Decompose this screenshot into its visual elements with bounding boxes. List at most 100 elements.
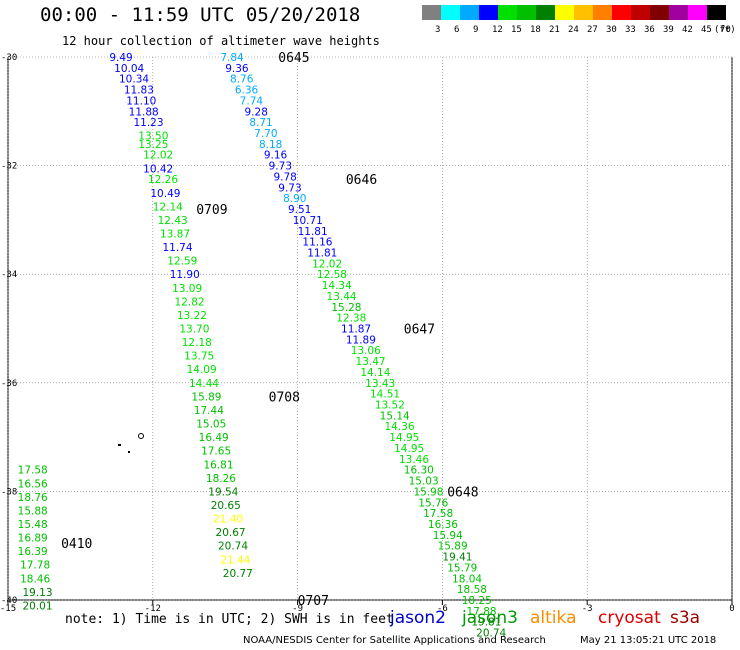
- swh-value-label: 15.98: [413, 486, 443, 498]
- swh-value-label: 13.50: [138, 131, 168, 143]
- swh-value-label: 11.23: [133, 117, 163, 129]
- swh-value-label: 15.03: [409, 476, 439, 488]
- swh-value-label: 18.58: [457, 584, 487, 596]
- swh-value-label: 12.38: [336, 313, 366, 325]
- swh-value-label: 16.81: [203, 459, 233, 471]
- swh-value-label: 11.88: [129, 106, 159, 118]
- swh-value-label: 13.43: [365, 378, 395, 390]
- colorbar-label: 9: [473, 25, 479, 35]
- colorbar-swatch: [555, 5, 574, 20]
- island-shape: [138, 433, 144, 439]
- track-time-label: 0707: [298, 594, 329, 609]
- colorbar-label: 27: [587, 25, 598, 35]
- x-tick-label: -15: [0, 604, 16, 614]
- swh-value-label: 20.67: [216, 527, 246, 539]
- colorbar-unit: (ft): [714, 25, 736, 35]
- colorbar-swatch: [441, 5, 460, 20]
- swh-value-label: 20.77: [223, 568, 253, 580]
- swh-value-label: 17.88: [467, 606, 497, 618]
- swh-value-label: 6.36: [235, 85, 259, 97]
- colorbar-label: 24: [568, 25, 579, 35]
- y-tick-label: -34: [1, 270, 17, 280]
- x-tick-label: -6: [437, 604, 448, 614]
- y-tick-label: -30: [1, 53, 17, 63]
- swh-value-label: 14.44: [189, 378, 219, 390]
- swh-value-label: 20.01: [22, 600, 52, 612]
- colorbar-swatch: [612, 5, 631, 20]
- swh-value-label: 12.58: [317, 269, 347, 281]
- colorbar-label: 15: [511, 25, 522, 35]
- swh-value-label: 11.87: [341, 324, 371, 336]
- swh-value-label: 15.76: [418, 497, 448, 509]
- swh-value-label: 13.52: [375, 400, 405, 412]
- swh-value-label: 15.05: [196, 419, 226, 431]
- colorbar-swatch: [517, 5, 536, 20]
- swh-value-label: 9.51: [288, 204, 311, 216]
- swh-value-label: 18.04: [452, 573, 482, 585]
- swh-value-label: 16.36: [428, 519, 458, 531]
- swh-value-label: 15.89: [191, 391, 221, 403]
- colorbar-label: 3: [435, 25, 441, 35]
- colorbar-swatch: [631, 5, 650, 20]
- swh-value-label: 9.28: [245, 106, 268, 118]
- colorbar-label: 70: [720, 25, 731, 35]
- swh-value-label: 12.02: [312, 258, 342, 270]
- swh-value-label: 8.71: [249, 117, 272, 129]
- swh-value-label: 17.58: [18, 465, 48, 477]
- footer-credit: NOAA/NESDIS Center for Satellite Applica…: [243, 635, 546, 646]
- page-title: 00:00 - 11:59 UTC 05/20/2018: [40, 4, 361, 26]
- swh-value-label: 13.87: [160, 228, 190, 240]
- colorbar-label: 30: [606, 25, 617, 35]
- swh-value-label: 15.48: [18, 519, 48, 531]
- swh-value-label: 14.36: [384, 421, 414, 433]
- swh-value-label: 13.22: [177, 310, 207, 322]
- swh-value-label: 16.30: [404, 465, 434, 477]
- swh-value-label: 8.76: [230, 74, 254, 86]
- swh-value-label: 7.70: [254, 128, 277, 140]
- swh-value-label: 7.74: [240, 95, 264, 107]
- colorbar-label: 6: [454, 25, 460, 35]
- swh-value-label: 12.26: [148, 174, 178, 186]
- swh-value-label: 20.74: [218, 541, 248, 553]
- swh-value-label: 18.76: [18, 492, 48, 504]
- swh-value-label: 11.90: [170, 269, 200, 281]
- swh-value-label: 13.75: [184, 351, 214, 363]
- colorbar-label: 39: [663, 25, 674, 35]
- swh-value-label: 12.59: [167, 256, 197, 268]
- footer-timestamp: May 21 13:05:21 UTC 2018: [580, 635, 717, 646]
- swh-value-label: 19.41: [442, 552, 472, 564]
- swh-value-label: 12.43: [158, 215, 188, 227]
- y-tick-label: -40: [1, 596, 17, 606]
- colorbar-swatch: [688, 5, 707, 20]
- colorbar-label: 42: [682, 25, 693, 35]
- x-tick-label: 0: [729, 604, 734, 614]
- swh-value-label: 15.14: [380, 410, 410, 422]
- swh-value-label: 10.71: [293, 215, 323, 227]
- swh-value-label: 9.73: [269, 161, 292, 173]
- swh-value-label: 9.73: [278, 182, 301, 194]
- swh-value-label: 9.36: [225, 63, 249, 75]
- island-shape: [118, 444, 121, 446]
- colorbar-label: 18: [530, 25, 541, 35]
- swh-value-label: 19.54: [208, 486, 238, 498]
- swh-value-label: 16.39: [18, 546, 48, 558]
- colorbar-swatch: [498, 5, 517, 20]
- swh-value-label: 15.28: [331, 302, 361, 314]
- colorbar-swatch: [479, 5, 498, 20]
- swh-value-label: 12.18: [182, 337, 212, 349]
- swh-value-label: 14.95: [389, 432, 419, 444]
- swh-value-label: 11.81: [298, 226, 328, 238]
- track-time-label: 0645: [278, 51, 309, 66]
- swh-value-label: 14.95: [394, 443, 424, 455]
- colorbar-swatch: [536, 5, 555, 20]
- swh-value-label: 10.04: [114, 63, 144, 75]
- swh-value-label: 18.26: [206, 473, 236, 485]
- swh-value-label: 13.09: [172, 283, 202, 295]
- swh-value-label: 10.42: [143, 163, 173, 175]
- track-time-label: 0708: [269, 390, 300, 405]
- track-time-label: 0648: [447, 485, 478, 500]
- swh-value-label: 15.94: [433, 530, 463, 542]
- legend-jason2: jason2: [390, 608, 446, 628]
- swh-value-label: 13.44: [327, 291, 357, 303]
